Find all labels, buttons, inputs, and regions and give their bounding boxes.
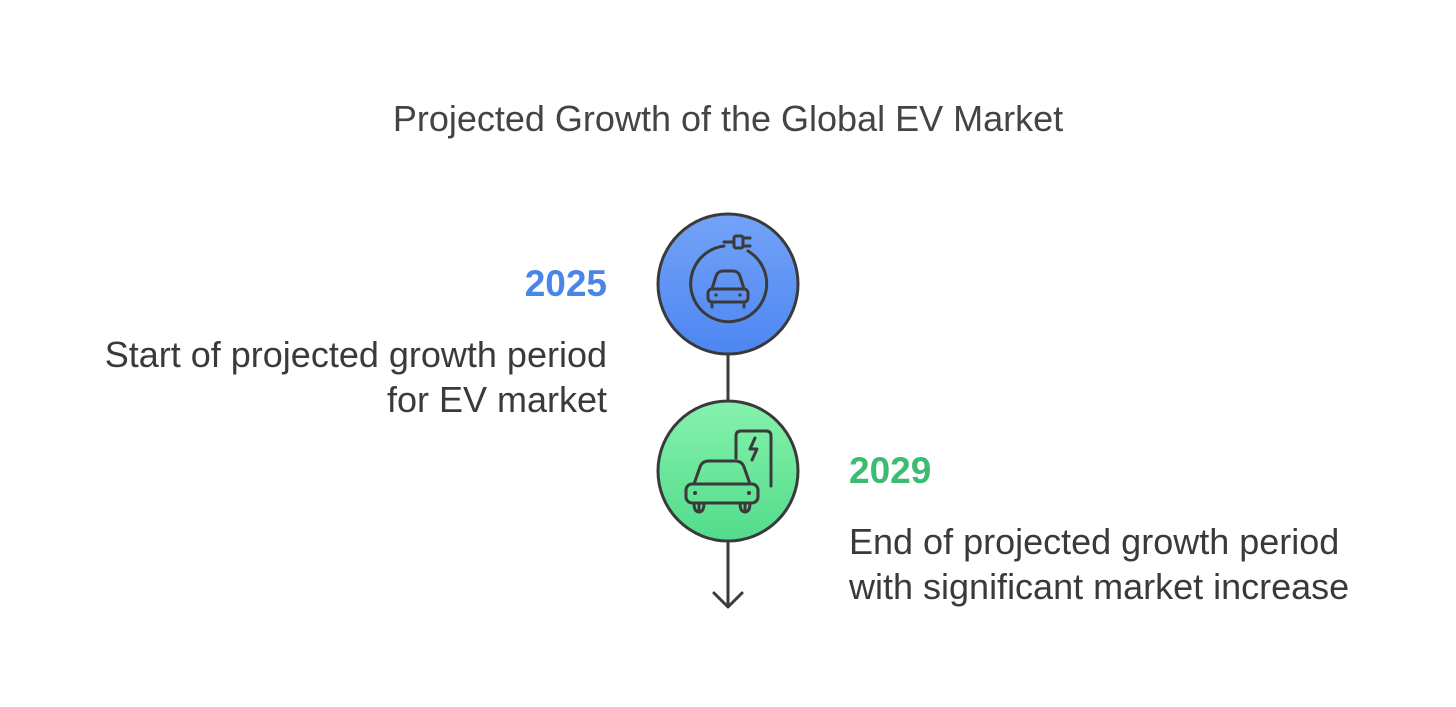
milestone-2025-description: Start of projected growth period for EV … <box>105 332 607 422</box>
milestone-2029-circle <box>656 399 800 543</box>
diagram-title: Projected Growth of the Global EV Market <box>392 98 1064 139</box>
milestone-2029-text: 2029 <box>849 449 931 493</box>
milestone-2029-description: End of projected growth period with sign… <box>849 519 1349 609</box>
plug-car-icon <box>689 234 769 324</box>
milestone-year: 2025 <box>524 263 607 304</box>
milestone-2025-text: 2025 <box>525 262 607 306</box>
car-charging-station-icon <box>684 429 773 514</box>
milestone-2025-circle <box>656 212 800 356</box>
milestone-description-line2: for EV market <box>386 379 607 420</box>
milestone-description-line2: with significant market increase <box>849 566 1350 607</box>
milestone-description-line1: Start of projected growth period <box>104 334 607 375</box>
milestone-year: 2029 <box>849 450 932 491</box>
timeline-arrow-icon <box>712 542 744 609</box>
milestone-description-line1: End of projected growth period <box>849 521 1340 562</box>
